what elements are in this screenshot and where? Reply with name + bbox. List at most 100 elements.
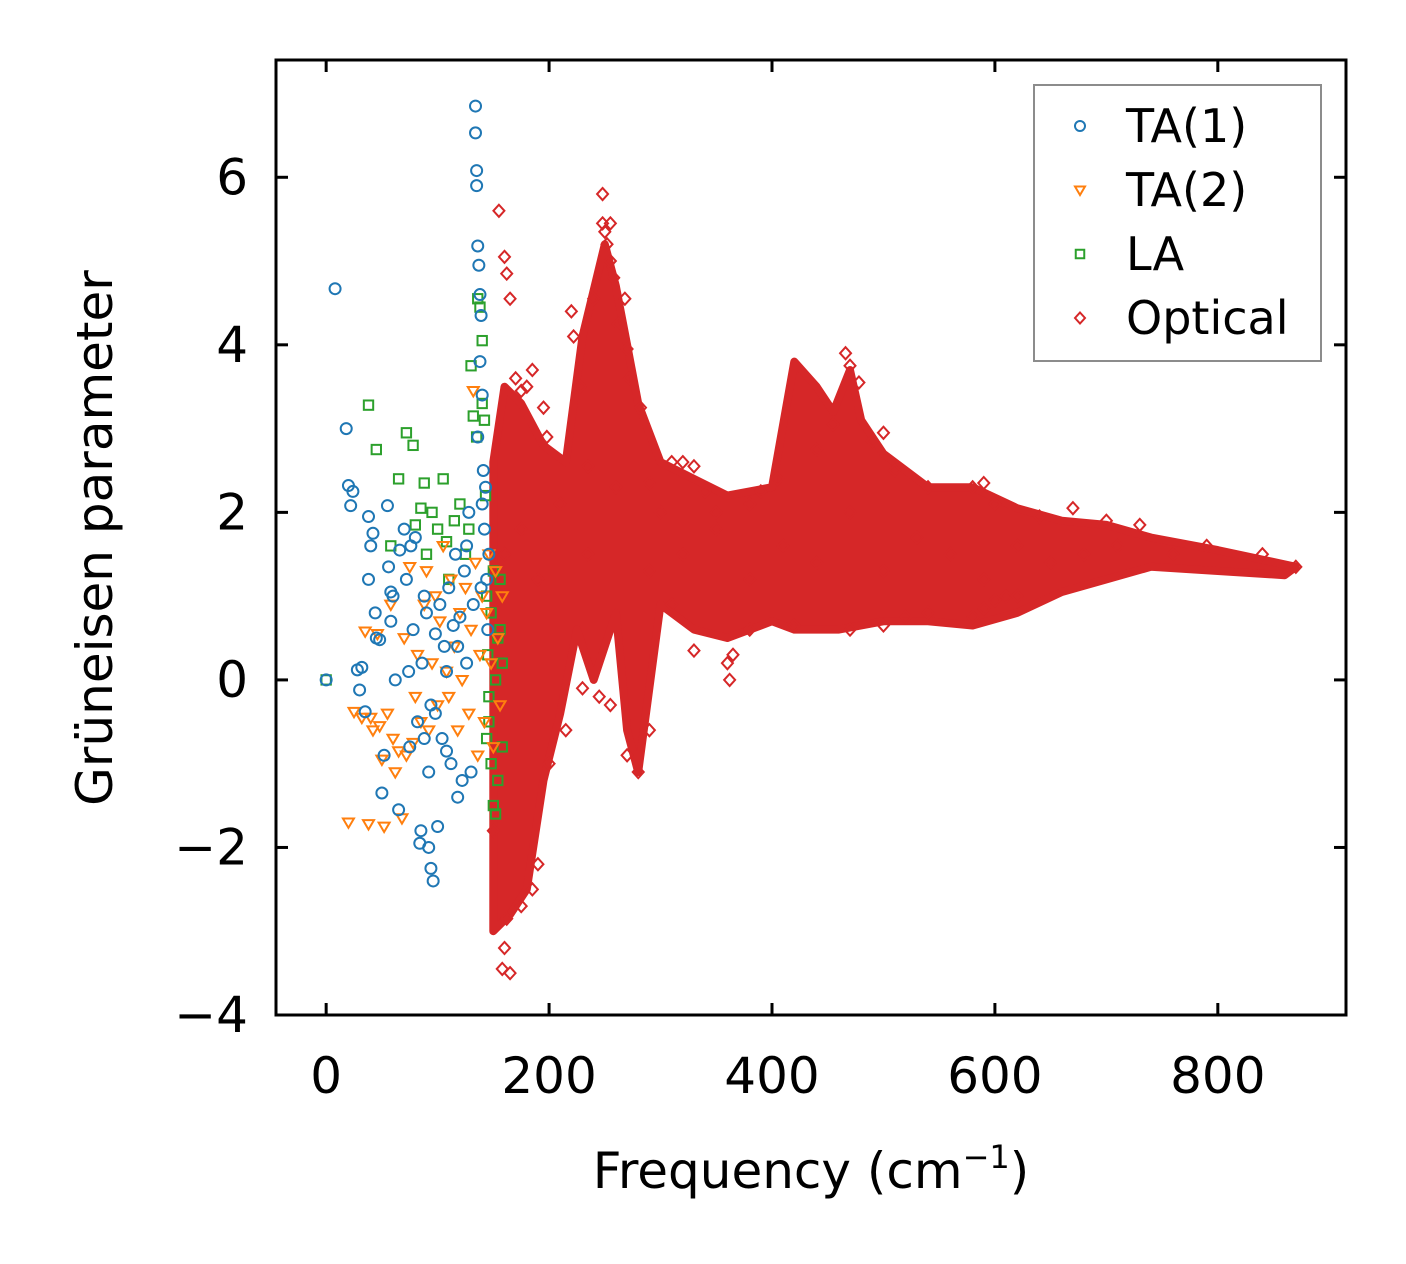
point-optical-20 bbox=[603, 253, 618, 269]
point-la-40 bbox=[483, 690, 495, 703]
point-ta1-44 bbox=[433, 598, 447, 612]
point-ta1-53 bbox=[453, 610, 467, 624]
point-ta1-18 bbox=[377, 748, 391, 762]
point-optical-102 bbox=[910, 529, 924, 546]
point-ta1-79 bbox=[460, 539, 474, 553]
point-la-34 bbox=[489, 808, 502, 820]
point-ta2-44 bbox=[470, 750, 485, 763]
point-optical-12 bbox=[573, 379, 588, 395]
point-ta1-83 bbox=[417, 732, 431, 746]
point-ta1-20 bbox=[382, 560, 396, 574]
point-optical-62 bbox=[976, 601, 991, 617]
point-ta2-4 bbox=[361, 819, 376, 832]
point-optical-95 bbox=[675, 546, 690, 562]
point-ta2-25 bbox=[419, 566, 434, 579]
series-ta1 bbox=[319, 99, 496, 888]
data-marks bbox=[319, 99, 1303, 981]
point-optical-4 bbox=[508, 370, 523, 386]
point-ta2-8 bbox=[372, 721, 387, 734]
point-ta2-54 bbox=[492, 700, 508, 713]
point-ta1-24 bbox=[388, 673, 402, 687]
x-axis-label-text: Frequency (cm bbox=[593, 1142, 963, 1200]
point-optical-88 bbox=[497, 546, 512, 562]
point-optical-63 bbox=[965, 609, 980, 625]
point-optical-68 bbox=[787, 617, 802, 633]
point-la-19 bbox=[463, 523, 475, 535]
point-optical-2 bbox=[499, 266, 514, 282]
point-ta2-28 bbox=[428, 591, 443, 604]
point-ta2-53 bbox=[490, 633, 506, 646]
point-la-1 bbox=[362, 399, 375, 411]
point-ta2-51 bbox=[486, 742, 501, 755]
point-ta1-52 bbox=[451, 790, 465, 804]
y-tick-label-4: 4 bbox=[216, 316, 248, 374]
point-optical-103 bbox=[943, 546, 958, 562]
point-ta1-9 bbox=[358, 705, 372, 719]
point-optical-93 bbox=[609, 479, 623, 495]
point-optical-41 bbox=[826, 416, 841, 432]
point-ta1-62 bbox=[470, 164, 484, 178]
point-optical-28 bbox=[653, 504, 668, 520]
point-ta1-29 bbox=[402, 665, 416, 679]
point-la-9 bbox=[418, 477, 430, 489]
point-optical-87 bbox=[486, 823, 501, 839]
point-la-36 bbox=[494, 573, 506, 586]
point-ta1-23 bbox=[386, 589, 400, 603]
point-ta1-81 bbox=[440, 665, 454, 679]
point-ta1-38 bbox=[419, 606, 433, 620]
point-optical-3 bbox=[503, 291, 517, 307]
x-tick-label-400: 400 bbox=[724, 1047, 819, 1105]
point-optical-92 bbox=[581, 546, 595, 562]
point-optical-77 bbox=[575, 680, 590, 696]
point-la-4 bbox=[392, 473, 405, 485]
point-ta2-32 bbox=[439, 666, 454, 680]
point-ta2-1 bbox=[346, 706, 362, 720]
point-ta1-56 bbox=[460, 656, 474, 670]
point-optical-78 bbox=[558, 722, 573, 738]
point-ta1-85 bbox=[424, 861, 438, 875]
point-optical-51 bbox=[988, 496, 1002, 512]
point-optical-44 bbox=[852, 374, 866, 391]
point-ta1-86 bbox=[413, 836, 427, 850]
legend-marker-la bbox=[1074, 248, 1086, 260]
point-optical-74 bbox=[620, 747, 634, 763]
point-ta2-29 bbox=[430, 700, 445, 713]
point-ta1-35 bbox=[414, 824, 428, 838]
point-ta1-34 bbox=[411, 715, 425, 729]
point-la-6 bbox=[407, 439, 419, 452]
point-ta2-11 bbox=[380, 708, 395, 721]
point-optical-47 bbox=[887, 462, 902, 479]
point-ta1-2 bbox=[339, 422, 353, 436]
point-ta1-80 bbox=[451, 639, 465, 653]
point-optical-33 bbox=[709, 504, 724, 520]
point-optical-30 bbox=[675, 454, 690, 470]
point-ta2-10 bbox=[376, 821, 392, 834]
point-optical-1 bbox=[497, 249, 512, 265]
point-la-43 bbox=[492, 774, 504, 787]
point-optical-56 bbox=[1199, 538, 1214, 554]
point-ta2-19 bbox=[402, 561, 417, 575]
point-optical-38 bbox=[753, 483, 768, 499]
point-ta1-78 bbox=[474, 581, 488, 595]
point-optical-21 bbox=[606, 270, 621, 286]
point-ta1-19 bbox=[380, 499, 394, 513]
point-ta1-65 bbox=[472, 258, 486, 272]
x-tick-label-600: 600 bbox=[947, 1047, 1042, 1105]
point-ta1-10 bbox=[362, 510, 376, 524]
point-ta1-60 bbox=[469, 99, 483, 113]
point-optical-84 bbox=[497, 940, 512, 956]
point-optical-49 bbox=[965, 479, 980, 495]
point-optical-27 bbox=[642, 475, 657, 491]
point-ta2-17 bbox=[396, 633, 412, 646]
point-ta2-22 bbox=[410, 649, 425, 663]
point-ta1-82 bbox=[428, 706, 442, 720]
point-optical-66 bbox=[876, 617, 891, 633]
legend-marker-ta1 bbox=[1074, 120, 1086, 132]
point-ta2-36 bbox=[450, 725, 465, 738]
x-tick-label-0: 0 bbox=[310, 1047, 342, 1105]
point-ta1-75 bbox=[471, 430, 485, 444]
point-la-13 bbox=[437, 473, 449, 485]
point-ta1-48 bbox=[442, 581, 456, 595]
point-optical-101 bbox=[876, 563, 891, 579]
